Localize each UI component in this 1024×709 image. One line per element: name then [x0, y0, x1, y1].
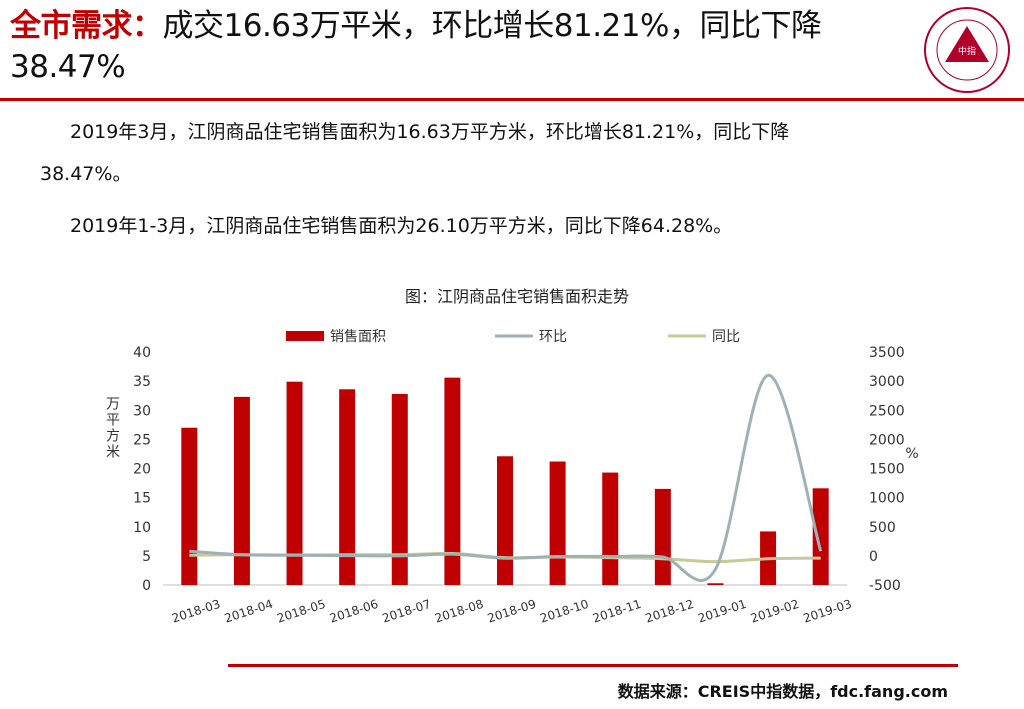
title-rest: 成交16.63万平米，环比增长81.21%，同比下降38.47%	[10, 8, 822, 85]
bar-2018-03	[181, 427, 198, 585]
bar-series	[181, 377, 829, 585]
left-tick-label: 5	[142, 549, 151, 565]
bar-2018-10	[549, 461, 566, 585]
x-tick-label: 2018-04	[223, 597, 275, 626]
right-tick-label: 0	[869, 549, 878, 565]
left-axis-title: 万平方米	[104, 396, 120, 460]
right-tick-label: 1000	[869, 491, 905, 507]
bar-2018-04	[233, 396, 250, 585]
right-tick-label: -500	[869, 578, 901, 594]
left-tick-label: 30	[133, 403, 151, 419]
left-tick-label: 20	[133, 462, 151, 478]
chart-legend: 销售面积 环比 同比	[286, 329, 740, 345]
slide-title: 全市需求：成交16.63万平米，环比增长81.21%，同比下降38.47%	[10, 6, 910, 88]
x-tick-label: 2019-01	[696, 597, 748, 626]
china-index-academy-logo: 中指	[924, 7, 1010, 93]
right-tick-label: 2500	[869, 403, 905, 419]
legend-label: 销售面积	[330, 329, 386, 345]
left-tick-label: 25	[133, 432, 151, 448]
x-tick-label: 2018-07	[381, 597, 433, 626]
logo-center-text: 中指	[958, 45, 976, 57]
x-tick-label: 2018-10	[538, 597, 590, 626]
footer-rule	[228, 664, 958, 667]
chart-title: 图：江阴商品住宅销售面积走势	[405, 287, 629, 306]
bar-2019-01	[707, 583, 724, 585]
x-tick-label: 2019-03	[801, 597, 853, 626]
title-lead: 全市需求：	[10, 8, 163, 44]
left-tick-label: 40	[133, 345, 151, 361]
paragraph-2: 2019年1-3月，江阴商品住宅销售面积为26.10万平方米，同比下降64.28…	[70, 215, 733, 237]
left-axis: 40 35 30 25 20 15 10 5 0 万平方米	[104, 345, 847, 594]
x-tick-label: 2018-05	[275, 597, 327, 626]
bar-2018-09	[497, 456, 513, 585]
paragraph-1: 2019年3月，江阴商品住宅销售面积为16.63万平方米，环比增长81.21%，…	[70, 121, 790, 143]
right-tick-label: 500	[869, 520, 896, 536]
x-axis-labels: 2018-03 2018-04 2018-05 2018-06 2018-07 2018-…	[170, 597, 853, 626]
bar-2018-06	[339, 389, 356, 585]
right-tick-label: 2000	[869, 432, 905, 448]
title-underline	[0, 98, 1024, 101]
x-tick-label: 2018-06	[328, 597, 380, 626]
left-tick-label: 15	[133, 491, 151, 507]
left-tick-label: 10	[133, 520, 151, 536]
right-tick-label: 3500	[869, 345, 905, 361]
x-tick-label: 2018-12	[644, 597, 696, 626]
paragraph-1-continued: 38.47%。	[40, 163, 132, 185]
bar-2018-12	[654, 488, 671, 585]
legend-swatch-销售面积	[286, 331, 324, 341]
bar-2018-07	[391, 393, 408, 585]
x-tick-label: 2018-11	[591, 597, 643, 626]
left-tick-label: 35	[133, 374, 151, 390]
bar-2019-03	[812, 488, 829, 585]
legend-label: 同比	[712, 329, 740, 345]
line-环比	[189, 373, 823, 582]
bar-2018-05	[286, 381, 303, 585]
x-tick-label: 2018-08	[433, 597, 485, 626]
line-series	[189, 373, 823, 582]
legend-label: 环比	[539, 329, 567, 345]
left-tick-label: 0	[142, 578, 151, 594]
bar-2018-08	[444, 377, 461, 585]
x-tick-label: 2019-02	[749, 597, 801, 626]
data-source: 数据来源：CREIS中指数据，fdc.fang.com	[617, 682, 948, 701]
right-tick-label: 3000	[869, 374, 905, 390]
right-axis: 3500 3000 2500 2000 1500 1000 500 0 -500%	[869, 345, 919, 594]
bar-2018-11	[602, 472, 619, 585]
x-tick-label: 2018-09	[486, 597, 538, 626]
right-axis-title: %	[905, 446, 918, 462]
right-tick-label: 1500	[869, 462, 905, 478]
x-tick-label: 2018-03	[170, 597, 222, 626]
